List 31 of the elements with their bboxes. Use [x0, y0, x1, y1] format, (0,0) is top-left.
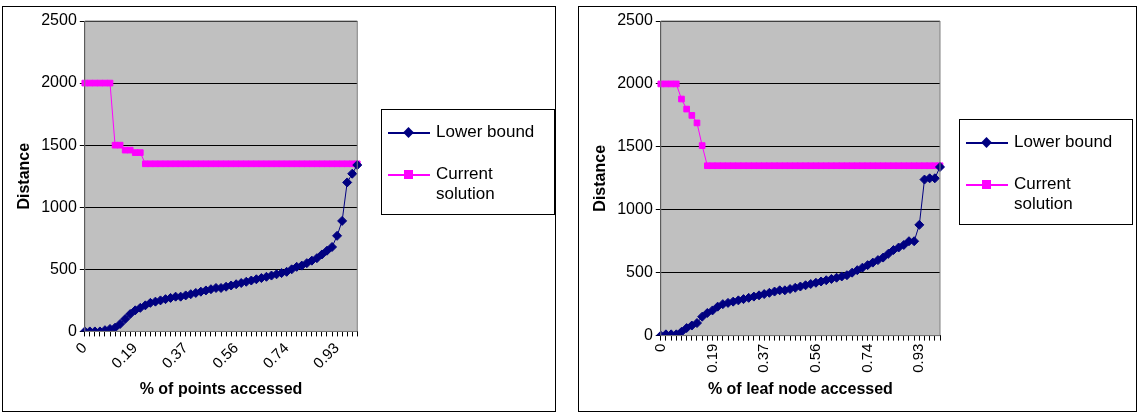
- legend-label: Lower bound: [1014, 132, 1114, 152]
- y-tick-label: 1500: [617, 137, 653, 155]
- x-axis-title: % of leaf node accessed: [707, 379, 893, 397]
- y-tick-label: 500: [50, 259, 77, 277]
- x-tick-label: 0: [650, 343, 668, 352]
- y-tick-label: 2000: [617, 74, 653, 92]
- y-tick-label: 0: [67, 321, 77, 339]
- x-tick-label: 0.19: [107, 338, 141, 372]
- x-tick-label: 0.93: [309, 338, 343, 372]
- y-tick-label: 2000: [41, 73, 77, 91]
- legend-label: Current solution: [1014, 174, 1074, 214]
- x-tick-label: 0.74: [259, 338, 292, 372]
- y-axis-title: Distance: [591, 144, 609, 212]
- legend-label: Lower bound: [436, 122, 536, 142]
- x-tick-label: 0.56: [806, 343, 824, 373]
- y-tick-label: 0: [643, 326, 653, 344]
- x-tick-label: 0.56: [208, 338, 242, 372]
- x-tick-label: 0.37: [754, 343, 772, 373]
- x-axis-title: % of points accessed: [139, 379, 303, 397]
- x-tick-label: 0.74: [857, 343, 875, 373]
- x-tick-label: 0.19: [702, 343, 720, 373]
- x-tick-label: 0: [71, 338, 90, 357]
- y-tick-label: 1000: [41, 197, 77, 215]
- legend-label: Current solution: [436, 164, 496, 204]
- y-axis-title: Distance: [15, 142, 33, 210]
- y-tick-label: 1500: [41, 135, 77, 153]
- y-tick-label: 1000: [617, 200, 653, 218]
- y-tick-label: 500: [626, 263, 653, 281]
- y-tick-label: 2500: [41, 11, 77, 29]
- y-tick-label: 2500: [617, 11, 653, 29]
- x-tick-label: 0.93: [909, 343, 927, 373]
